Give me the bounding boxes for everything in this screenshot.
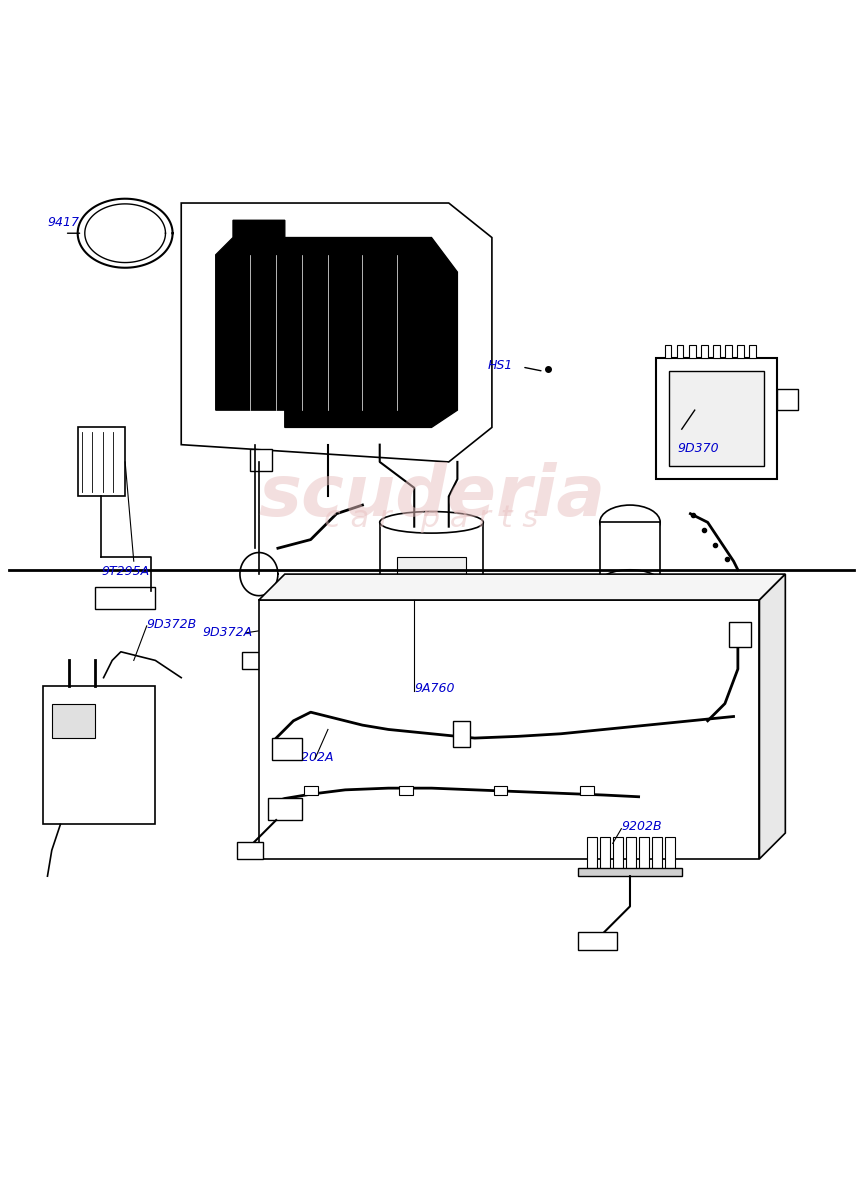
Bar [578, 932, 617, 949]
Bar [677, 346, 683, 359]
Bar [729, 622, 751, 648]
Bar [737, 346, 744, 359]
Text: scuderia: scuderia [258, 462, 605, 530]
Bar [600, 522, 660, 583]
Text: scuderia: scuderia [340, 782, 661, 848]
Bar [399, 786, 413, 796]
Bar [268, 648, 311, 673]
Bar [701, 346, 708, 359]
Bar [272, 738, 302, 760]
Bar [626, 838, 636, 872]
Text: 9417: 9417 [47, 216, 79, 229]
Polygon shape [216, 221, 457, 427]
Text: HS1: HS1 [488, 359, 513, 372]
Bar [250, 449, 272, 470]
Text: 9355: 9355 [656, 671, 688, 684]
Text: 9D372B: 9D372B [147, 618, 197, 631]
Bar [304, 786, 318, 796]
Bar [652, 838, 662, 872]
Ellipse shape [600, 505, 660, 540]
Text: 9T295A: 9T295A [102, 565, 150, 578]
Ellipse shape [380, 511, 483, 533]
Text: c a r   p a r t s: c a r p a r t s [403, 823, 598, 851]
Polygon shape [259, 600, 759, 859]
Bar [689, 346, 696, 359]
Text: 9D370: 9D370 [677, 443, 719, 456]
Bar [78, 427, 125, 497]
Bar [639, 838, 649, 872]
Bar [749, 346, 756, 359]
FancyBboxPatch shape [656, 359, 777, 479]
Text: 9202B: 9202B [621, 821, 662, 834]
Bar [713, 346, 720, 359]
Text: 9D372A: 9D372A [203, 626, 253, 640]
Bar [397, 557, 466, 592]
Ellipse shape [600, 570, 660, 595]
Bar [580, 786, 594, 796]
Text: c a r   p a r t s: c a r p a r t s [324, 504, 539, 533]
Polygon shape [181, 203, 492, 462]
Bar [777, 389, 798, 410]
Bar [268, 798, 302, 820]
Bar [453, 721, 470, 746]
Bar [665, 346, 671, 359]
Bar [587, 838, 597, 872]
Bar [52, 703, 95, 738]
Bar [95, 587, 155, 608]
Polygon shape [759, 574, 785, 859]
Text: 9T295B: 9T295B [375, 678, 424, 691]
Bar [600, 838, 610, 872]
Bar [43, 686, 155, 824]
Text: 9202A: 9202A [293, 750, 334, 763]
Bar [242, 652, 268, 670]
Bar [613, 838, 623, 872]
Bar [380, 522, 483, 617]
Bar [665, 838, 675, 872]
Bar [494, 786, 507, 796]
Bar [669, 371, 764, 467]
Polygon shape [259, 574, 785, 600]
Bar [311, 643, 388, 678]
Bar [237, 841, 263, 859]
Bar [725, 346, 732, 359]
Bar [578, 868, 682, 876]
Text: 9A760: 9A760 [414, 683, 455, 695]
